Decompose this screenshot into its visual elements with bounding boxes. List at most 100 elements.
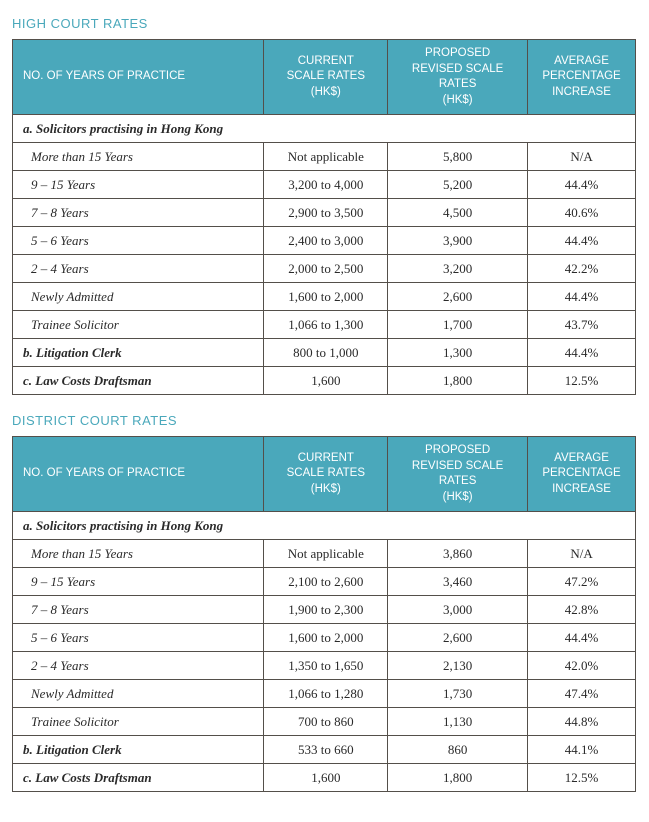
section-title: DISTRICT COURT RATES (12, 413, 637, 428)
pct-increase: 44.4% (528, 624, 636, 652)
current-rate: 1,066 to 1,280 (264, 680, 388, 708)
table-row: a. Solicitors practising in Hong Kong (13, 115, 636, 143)
column-header: AVERAGEPERCENTAGEINCREASE (528, 40, 636, 115)
current-rate: 1,600 (264, 764, 388, 792)
table-row: 2 – 4 Years1,350 to 1,6502,13042.0% (13, 652, 636, 680)
pct-increase: 47.2% (528, 568, 636, 596)
proposed-rate: 3,000 (388, 596, 528, 624)
proposed-rate: 3,200 (388, 255, 528, 283)
row-label: More than 15 Years (13, 143, 264, 171)
table-row: b. Litigation Clerk533 to 66086044.1% (13, 736, 636, 764)
header-row: NO. OF YEARS OF PRACTICECURRENTSCALE RAT… (13, 437, 636, 512)
current-rate: 1,066 to 1,300 (264, 311, 388, 339)
current-rate: Not applicable (264, 143, 388, 171)
row-label: 9 – 15 Years (13, 171, 264, 199)
proposed-rate: 5,800 (388, 143, 528, 171)
proposed-rate: 1,700 (388, 311, 528, 339)
row-label: 7 – 8 Years (13, 596, 264, 624)
row-label: 7 – 8 Years (13, 199, 264, 227)
current-rate: 1,600 (264, 367, 388, 395)
current-rate: 2,400 to 3,000 (264, 227, 388, 255)
current-rate: 2,900 to 3,500 (264, 199, 388, 227)
pct-increase: 12.5% (528, 764, 636, 792)
current-rate: 533 to 660 (264, 736, 388, 764)
row-label: Newly Admitted (13, 680, 264, 708)
current-rate: 1,900 to 2,300 (264, 596, 388, 624)
proposed-rate: 2,600 (388, 624, 528, 652)
current-rate: 2,000 to 2,500 (264, 255, 388, 283)
table-row: 7 – 8 Years1,900 to 2,3003,00042.8% (13, 596, 636, 624)
proposed-rate: 1,800 (388, 367, 528, 395)
row-label: 9 – 15 Years (13, 568, 264, 596)
proposed-rate: 1,800 (388, 764, 528, 792)
table-row: Trainee Solicitor700 to 8601,13044.8% (13, 708, 636, 736)
current-rate: 1,600 to 2,000 (264, 283, 388, 311)
row-label: b. Litigation Clerk (13, 339, 264, 367)
row-label: c. Law Costs Draftsman (13, 367, 264, 395)
column-header: NO. OF YEARS OF PRACTICE (13, 437, 264, 512)
row-label: Trainee Solicitor (13, 311, 264, 339)
pct-increase: 44.1% (528, 736, 636, 764)
table-row: 9 – 15 Years3,200 to 4,0005,20044.4% (13, 171, 636, 199)
pct-increase: 44.8% (528, 708, 636, 736)
row-section-label: a. Solicitors practising in Hong Kong (13, 512, 636, 540)
proposed-rate: 3,860 (388, 540, 528, 568)
column-header: AVERAGEPERCENTAGEINCREASE (528, 437, 636, 512)
row-label: 5 – 6 Years (13, 624, 264, 652)
proposed-rate: 1,300 (388, 339, 528, 367)
section-title: HIGH COURT RATES (12, 16, 637, 31)
pct-increase: 44.4% (528, 227, 636, 255)
column-header: CURRENTSCALE RATES(HK$) (264, 437, 388, 512)
table-row: Newly Admitted1,600 to 2,0002,60044.4% (13, 283, 636, 311)
current-rate: 3,200 to 4,000 (264, 171, 388, 199)
pct-increase: 47.4% (528, 680, 636, 708)
rates-table: NO. OF YEARS OF PRACTICECURRENTSCALE RAT… (12, 39, 636, 395)
table-row: a. Solicitors practising in Hong Kong (13, 512, 636, 540)
proposed-rate: 2,600 (388, 283, 528, 311)
current-rate: Not applicable (264, 540, 388, 568)
table-row: 5 – 6 Years2,400 to 3,0003,90044.4% (13, 227, 636, 255)
current-rate: 700 to 860 (264, 708, 388, 736)
pct-increase: N/A (528, 143, 636, 171)
proposed-rate: 1,130 (388, 708, 528, 736)
table-row: Trainee Solicitor1,066 to 1,3001,70043.7… (13, 311, 636, 339)
row-section-label: a. Solicitors practising in Hong Kong (13, 115, 636, 143)
current-rate: 800 to 1,000 (264, 339, 388, 367)
table-row: 7 – 8 Years2,900 to 3,5004,50040.6% (13, 199, 636, 227)
row-label: Trainee Solicitor (13, 708, 264, 736)
pct-increase: 44.4% (528, 171, 636, 199)
table-row: More than 15 YearsNot applicable3,860N/A (13, 540, 636, 568)
pct-increase: 44.4% (528, 283, 636, 311)
row-label: c. Law Costs Draftsman (13, 764, 264, 792)
table-row: 9 – 15 Years2,100 to 2,6003,46047.2% (13, 568, 636, 596)
row-label: 2 – 4 Years (13, 652, 264, 680)
pct-increase: 44.4% (528, 339, 636, 367)
pct-increase: 42.2% (528, 255, 636, 283)
proposed-rate: 5,200 (388, 171, 528, 199)
proposed-rate: 860 (388, 736, 528, 764)
table-row: c. Law Costs Draftsman1,6001,80012.5% (13, 367, 636, 395)
pct-increase: N/A (528, 540, 636, 568)
current-rate: 2,100 to 2,600 (264, 568, 388, 596)
table-row: c. Law Costs Draftsman1,6001,80012.5% (13, 764, 636, 792)
rates-table: NO. OF YEARS OF PRACTICECURRENTSCALE RAT… (12, 436, 636, 792)
column-header: PROPOSEDREVISED SCALE RATES(HK$) (388, 40, 528, 115)
column-header: CURRENTSCALE RATES(HK$) (264, 40, 388, 115)
proposed-rate: 4,500 (388, 199, 528, 227)
current-rate: 1,600 to 2,000 (264, 624, 388, 652)
pct-increase: 43.7% (528, 311, 636, 339)
proposed-rate: 3,460 (388, 568, 528, 596)
proposed-rate: 2,130 (388, 652, 528, 680)
pct-increase: 12.5% (528, 367, 636, 395)
header-row: NO. OF YEARS OF PRACTICECURRENTSCALE RAT… (13, 40, 636, 115)
row-label: More than 15 Years (13, 540, 264, 568)
row-label: Newly Admitted (13, 283, 264, 311)
table-row: 2 – 4 Years2,000 to 2,5003,20042.2% (13, 255, 636, 283)
row-label: 5 – 6 Years (13, 227, 264, 255)
row-label: 2 – 4 Years (13, 255, 264, 283)
proposed-rate: 3,900 (388, 227, 528, 255)
current-rate: 1,350 to 1,650 (264, 652, 388, 680)
proposed-rate: 1,730 (388, 680, 528, 708)
pct-increase: 42.8% (528, 596, 636, 624)
column-header: NO. OF YEARS OF PRACTICE (13, 40, 264, 115)
